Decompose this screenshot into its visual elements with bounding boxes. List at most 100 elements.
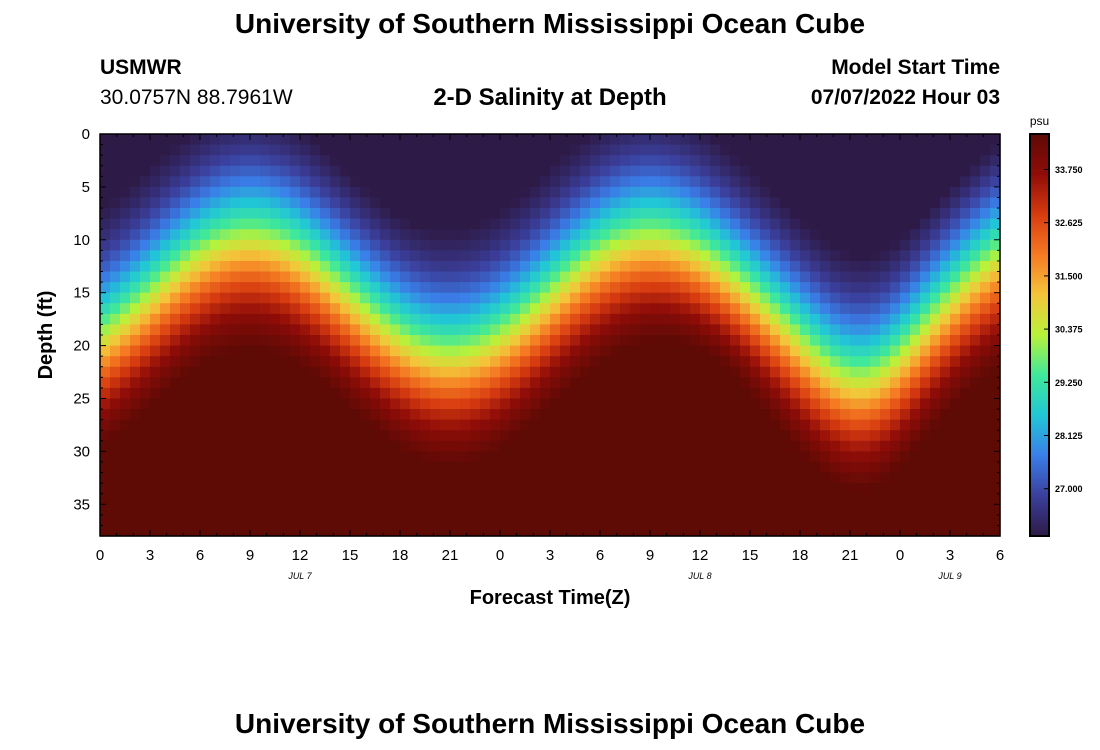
heatmap-cell [200,398,211,410]
heatmap-cell [290,514,301,527]
heatmap-cell [970,419,981,431]
heatmap-cell [220,493,231,505]
heatmap-cell [490,292,501,304]
heatmap-cell [820,483,831,495]
heatmap-cell [400,398,411,410]
heatmap-cell [230,134,241,146]
heatmap-cell [530,303,541,315]
heatmap-cell [480,345,491,357]
heatmap-cell [160,409,171,421]
heatmap-cell [540,229,551,241]
heatmap-cell [540,461,551,474]
heatmap-cell [800,208,811,220]
heatmap-cell [740,398,751,410]
heatmap-cell [940,197,951,209]
heatmap-cell [120,218,131,230]
heatmap-cell [410,461,421,474]
heatmap-cell [240,324,251,336]
heatmap-cell [890,313,901,326]
heatmap-cell [720,229,731,241]
heatmap-cell [130,165,141,177]
heatmap-cell [600,218,611,230]
heatmap-cell [670,377,681,389]
heatmap-cell [200,229,211,241]
heatmap-cell [210,134,221,146]
heatmap-cell [100,208,111,220]
heatmap-cell [230,419,241,431]
heatmap-cell [570,165,581,177]
heatmap-cell [840,324,851,336]
heatmap-cell [950,292,961,304]
heatmap-cell [750,419,761,431]
heatmap-cell [300,366,311,378]
heatmap-cell [450,366,461,378]
heatmap-cell [640,292,651,304]
heatmap-cell [890,483,901,495]
heatmap-cell [630,525,641,537]
heatmap-cell [220,440,231,452]
heatmap-cell [600,525,611,537]
heatmap-cell [620,461,631,474]
heatmap-cell [800,335,811,347]
heatmap-cell [780,176,791,188]
heatmap-cell [930,292,941,304]
heatmap-cell [440,282,451,294]
heatmap-cell [290,155,301,167]
heatmap-cell [440,440,451,452]
heatmap-cell [180,514,191,527]
heatmap-cell [820,335,831,347]
heatmap-cell [720,409,731,421]
heatmap-cell [510,377,521,389]
heatmap-cell [850,186,861,199]
heatmap-cell [560,440,571,452]
y-tick-label: 35 [73,496,90,513]
heatmap-cell [380,271,391,283]
heatmap-cell [360,208,371,220]
heatmap-cell [430,461,441,474]
heatmap-cell [160,282,171,294]
heatmap-cell [310,398,321,410]
heatmap-cell [220,461,231,474]
heatmap-cell [190,176,201,188]
heatmap-cell [540,525,551,537]
heatmap-cell [980,366,991,378]
heatmap-cell [870,165,881,177]
heatmap-cell [120,165,131,177]
heatmap-cell [670,134,681,146]
heatmap-cell [140,186,151,199]
heatmap-cell [250,208,261,220]
heatmap-cell [780,144,791,156]
heatmap-cell [300,303,311,315]
heatmap-cell [430,155,441,167]
heatmap-cell [620,409,631,421]
heatmap-cell [370,218,381,230]
heatmap-cell [830,260,841,273]
heatmap-cell [430,387,441,400]
heatmap-cell [990,144,1001,156]
heatmap-cell [770,366,781,378]
heatmap-cell [130,208,141,220]
heatmap-cell [660,186,671,199]
heatmap-cell [860,313,871,326]
heatmap-cell [910,430,921,442]
heatmap-cell [650,430,661,442]
heatmap-cell [130,366,141,378]
heatmap-cell [240,345,251,357]
heatmap-cell [460,419,471,431]
heatmap-cell [910,345,921,357]
heatmap-cell [190,366,201,378]
heatmap-cell [270,218,281,230]
heatmap-cell [230,324,241,336]
heatmap-cell [500,250,511,262]
heatmap-cell [310,165,321,177]
heatmap-cell [600,514,611,527]
heatmap-cell [770,250,781,262]
heatmap-cell [430,356,441,368]
heatmap-cell [200,292,211,304]
heatmap-cell [170,250,181,262]
heatmap-cell [240,218,251,230]
heatmap-cell [840,387,851,400]
heatmap-cell [810,387,821,400]
heatmap-cell [880,197,891,209]
heatmap-cell [640,324,651,336]
